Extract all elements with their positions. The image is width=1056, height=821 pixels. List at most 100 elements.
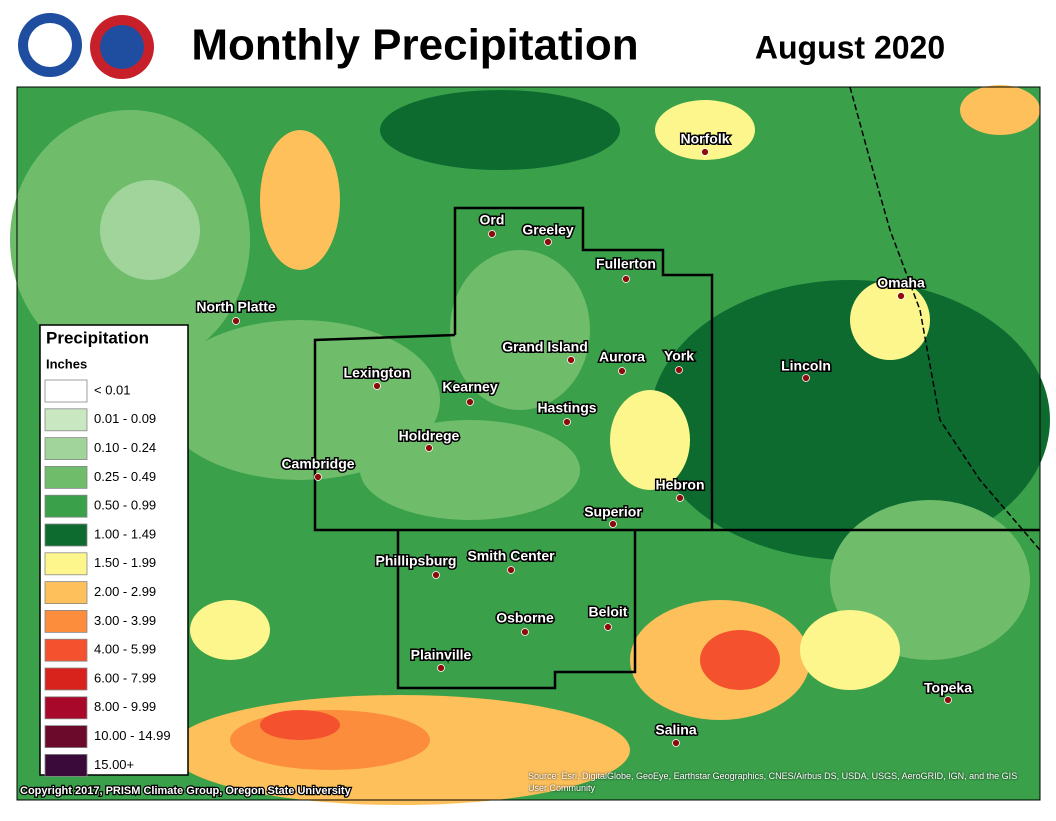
precip-area — [380, 90, 620, 170]
precip-area — [800, 610, 900, 690]
city-label: Hastings — [537, 400, 596, 416]
legend-label: 0.10 - 0.24 — [94, 440, 156, 455]
legend-swatch — [44, 638, 88, 662]
city-label: Norfolk — [681, 131, 730, 147]
legend-swatch — [44, 494, 88, 518]
precip-area — [650, 280, 1050, 560]
legend-label: 15.00+ — [94, 757, 134, 772]
precip-area — [190, 600, 270, 660]
city-label: Ord — [480, 212, 505, 228]
legend-swatch — [44, 523, 88, 547]
city-label: Hebron — [656, 477, 705, 493]
city-marker — [232, 317, 240, 325]
city-marker — [488, 230, 496, 238]
precip-area — [655, 100, 755, 160]
legend-unit: Inches — [46, 356, 87, 371]
nws-logo-inner — [100, 25, 144, 69]
cities: Norfolk Ord Greeley Fullerton Omaha North Pla… — [195, 129, 974, 747]
city-marker — [618, 367, 626, 375]
city-marker — [563, 418, 571, 426]
precip-area — [160, 320, 440, 480]
region-border — [453, 206, 714, 530]
legend-label: 1.00 - 1.49 — [94, 526, 156, 541]
legend-title: Precipitation — [46, 328, 149, 347]
city-marker — [567, 356, 575, 364]
city-label: Grand Island — [502, 339, 588, 355]
city-marker — [604, 623, 612, 631]
city-label: Superior — [584, 504, 642, 520]
legend-label: 2.00 - 2.99 — [94, 584, 156, 599]
legend-label: 10.00 - 14.99 — [94, 728, 171, 743]
city-label: Salina — [655, 722, 696, 738]
precip-area — [850, 280, 930, 360]
precip-area — [260, 130, 340, 270]
city-marker — [672, 739, 680, 747]
legend-swatch — [44, 610, 88, 633]
city-label: Lincoln — [781, 358, 831, 374]
city-marker — [314, 473, 322, 481]
city-label: Holdrege — [399, 428, 460, 444]
city-label: Beloit — [589, 604, 628, 620]
legend-label: 4.00 - 5.99 — [94, 642, 156, 657]
city-label: Aurora — [599, 349, 645, 365]
city-marker — [425, 444, 433, 452]
city-label: Lexington — [344, 365, 411, 381]
city-marker — [609, 520, 617, 528]
copyright: Copyright 2017, PRISM Climate Group, Ore… — [20, 785, 352, 797]
city-marker — [507, 566, 515, 574]
legend-swatch — [44, 725, 88, 748]
city-label: Osborne — [496, 610, 554, 626]
precip-area — [100, 180, 200, 280]
precip-area — [700, 630, 780, 690]
city-label: Topeka — [924, 680, 972, 696]
legend-swatch — [44, 552, 88, 576]
city-marker — [521, 628, 529, 636]
city-marker — [944, 696, 952, 704]
city-marker — [675, 366, 683, 374]
legend-swatch — [44, 379, 88, 403]
map-area — [10, 85, 1050, 805]
legend-swatch — [44, 465, 88, 489]
legend-swatch — [44, 696, 88, 720]
city-label: Omaha — [877, 275, 925, 291]
city-label: Cambridge — [281, 456, 354, 472]
source-box: Source: Esri, DigitalGlobe, GeoEye, Eart… — [528, 771, 1018, 793]
city-marker — [701, 148, 709, 156]
city-marker — [373, 382, 381, 390]
title: Monthly Precipitation — [191, 21, 638, 70]
city-label: North Platte — [196, 299, 276, 315]
city-label: Fullerton — [596, 256, 656, 272]
legend-label: 3.00 - 3.99 — [94, 613, 156, 628]
legend-label: < 0.01 — [94, 382, 131, 397]
precip-area — [450, 250, 590, 410]
legend-label: 8.00 - 9.99 — [94, 699, 156, 714]
precip-area — [610, 390, 690, 490]
city-marker — [676, 494, 684, 502]
legend-swatch — [44, 667, 88, 691]
city-label: Plainville — [411, 647, 472, 663]
legend-swatch — [44, 437, 88, 461]
legend-label: 0.25 - 0.49 — [94, 469, 156, 484]
city-marker — [544, 238, 552, 246]
legend-label: 1.50 - 1.99 — [94, 555, 156, 570]
city-label: Phillipsburg — [376, 553, 457, 569]
city-marker — [622, 275, 630, 283]
region-border — [313, 333, 1040, 532]
city-marker — [466, 398, 474, 406]
city-marker — [802, 374, 810, 382]
city-label: York — [664, 348, 694, 364]
city-label: Greeley — [522, 222, 574, 238]
state-border — [849, 86, 1041, 551]
city-marker — [897, 292, 905, 300]
legend: Precipitation Inches < 0.01 0.01 - 0.09 0.… — [39, 324, 189, 777]
source: Source: Esri, DigitalGlobe, GeoEye, Eart… — [528, 771, 1018, 793]
city-marker — [437, 664, 445, 672]
precip-area — [360, 420, 580, 520]
legend-swatch — [44, 581, 88, 604]
map-frame — [16, 86, 1041, 801]
legend-label: 0.50 - 0.99 — [94, 498, 156, 513]
date: August 2020 — [755, 29, 945, 65]
noaa-logo-inner — [28, 23, 72, 67]
legend-swatch — [44, 408, 88, 432]
legend-label: 0.01 - 0.09 — [94, 411, 156, 426]
